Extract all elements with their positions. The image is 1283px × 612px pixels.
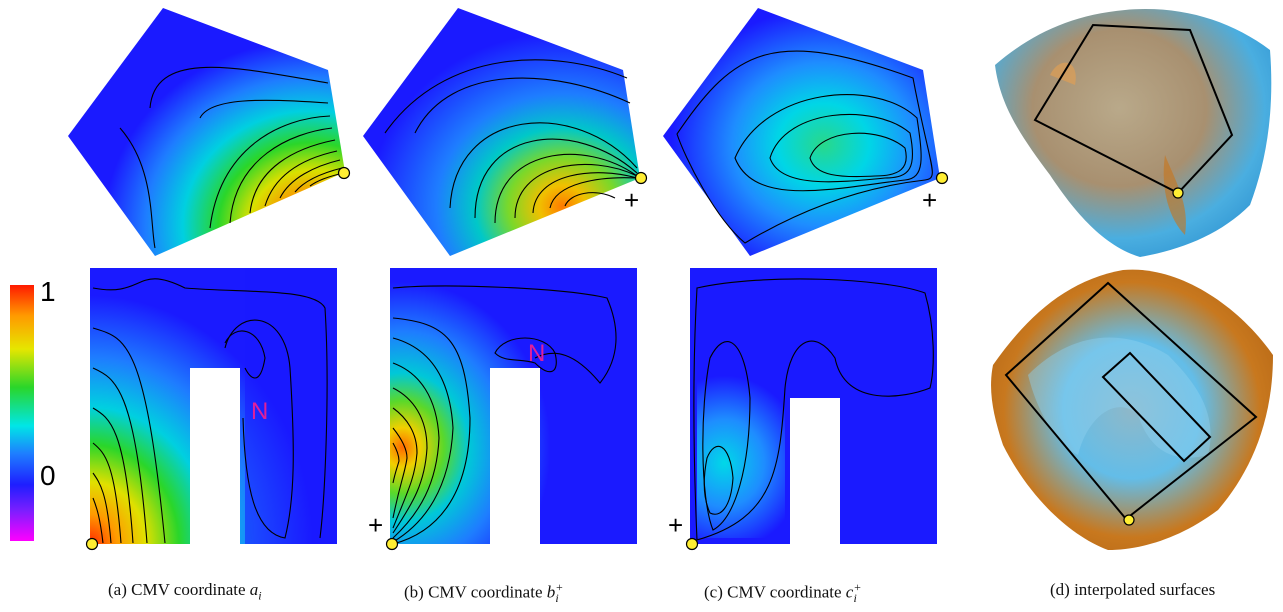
plus-marker-c-bottom: + — [668, 510, 684, 540]
panel-d-surface-ushape — [988, 265, 1280, 555]
caption-a-var: a — [249, 580, 259, 599]
caption-d-text: (d) interpolated surfaces — [1050, 580, 1216, 599]
panel-a-pentagon — [60, 8, 360, 258]
caption-b: (b) CMV coordinate b+i — [404, 580, 563, 606]
n-label-a: N — [251, 398, 269, 425]
n-label-b: N — [528, 340, 546, 367]
caption-d: (d) interpolated surfaces — [1050, 580, 1215, 600]
panel-a-ushape — [85, 268, 345, 553]
colorbar-min-label: 0 — [40, 460, 56, 491]
caption-c-var: c — [845, 582, 854, 602]
colorbar-max-label: 1 — [40, 276, 56, 307]
caption-b-prefix: (b) CMV coordinate — [404, 582, 547, 602]
caption-c-prefix: (c) CMV coordinate — [704, 582, 846, 602]
caption-b-var: b — [546, 582, 556, 602]
plus-marker-c-top: + — [922, 185, 938, 215]
plus-marker-b-bottom: + — [368, 510, 384, 540]
panel-b-ushape — [385, 268, 645, 553]
caption-c: (c) CMV coordinate c+i — [704, 580, 861, 606]
caption-b-sup: + — [555, 580, 564, 594]
panel-c-ushape — [685, 268, 945, 553]
panel-d-surface-pentagon — [990, 5, 1280, 260]
caption-b-sub: i — [555, 591, 559, 606]
colorbar — [10, 285, 34, 541]
panel-c-pentagon — [655, 8, 955, 258]
caption-c-sup: + — [853, 580, 862, 594]
caption-c-sub: i — [853, 591, 857, 606]
caption-a: (a) CMV coordinate ai — [108, 580, 262, 603]
plus-marker-b-top: + — [624, 185, 640, 215]
caption-a-prefix: (a) CMV coordinate — [108, 580, 250, 599]
caption-a-sub: i — [258, 588, 262, 603]
panel-b-pentagon — [355, 8, 655, 258]
